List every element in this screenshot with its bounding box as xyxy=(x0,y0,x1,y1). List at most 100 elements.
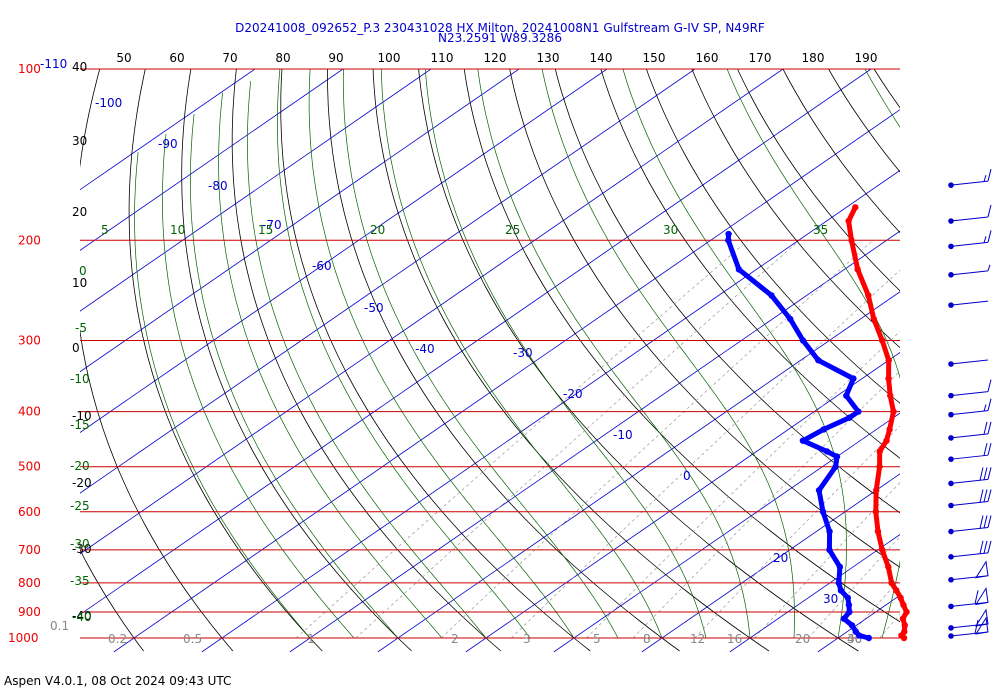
dewpoint-profile-point xyxy=(850,375,857,382)
isotherm-label: 20 xyxy=(773,551,788,565)
theta-label: 110 xyxy=(431,51,454,65)
isotherm-line xyxy=(377,291,900,652)
dewpoint-profile-point xyxy=(848,622,856,629)
wind-barb-feather xyxy=(987,467,992,480)
temperature-profile-point xyxy=(897,594,904,602)
isotherm-line xyxy=(113,109,900,652)
dry-adiabat-line xyxy=(463,69,900,623)
isotherm-label: 0 xyxy=(683,469,691,483)
mixing-ratio-label: 0.5 xyxy=(183,632,202,646)
moist-adiabat-label: 5 xyxy=(101,223,109,237)
isotherm-line xyxy=(80,69,256,191)
wind-barb-shaft xyxy=(950,478,989,484)
wind-barb xyxy=(948,616,989,639)
isotherm-label: -80 xyxy=(208,179,228,193)
wind-barb xyxy=(948,204,992,224)
theta-label: 140 xyxy=(590,51,613,65)
dewpoint-profile-point xyxy=(845,601,853,609)
moist-adiabat-label: 10 xyxy=(170,223,185,237)
mixing-ratio-label: 12 xyxy=(690,632,705,646)
moist-adiabat-line xyxy=(622,69,847,639)
isotherm-line xyxy=(201,169,900,652)
wind-barb-feather xyxy=(983,540,988,554)
wind-barb xyxy=(948,608,989,631)
theta-label: 0 xyxy=(72,341,80,355)
wind-barb-feather xyxy=(983,515,988,529)
mixing-ratio-line xyxy=(938,240,1000,638)
dewpoint-profile-point xyxy=(799,437,807,444)
theta-label: 30 xyxy=(72,134,87,148)
wind-barb-half-feather xyxy=(983,404,987,412)
dewpoint-profile-point xyxy=(837,587,845,594)
moist-adiabat-label: 20 xyxy=(370,223,385,237)
theta-label: 70 xyxy=(222,51,237,65)
dry-adiabat-line xyxy=(128,69,323,652)
wind-barb-feather xyxy=(987,443,992,456)
isotherm-label: -30 xyxy=(513,346,533,360)
pressure-label: 600 xyxy=(18,505,41,519)
theta-label: 50 xyxy=(116,51,131,65)
temperature-profile-point xyxy=(901,622,908,629)
theta-label: 10 xyxy=(72,276,87,290)
wind-barb xyxy=(948,421,992,441)
isotherm-label: -40 xyxy=(415,342,435,356)
mixing-ratio-line xyxy=(981,240,1000,638)
dry-adiabat-line xyxy=(600,69,900,459)
wind-barb-feather xyxy=(987,169,992,182)
grid-lines xyxy=(80,69,1000,652)
wind-barb-shaft xyxy=(950,527,989,533)
dry-adiabat-line xyxy=(828,69,900,173)
wind-barb xyxy=(948,540,992,560)
pressure-label: 300 xyxy=(18,333,41,347)
isotherm-label: -10 xyxy=(613,428,633,442)
wind-barb-half-feather xyxy=(983,236,987,243)
dewpoint-profile-point xyxy=(836,563,844,571)
isotherm-label: -60 xyxy=(312,259,332,273)
isotherm-line xyxy=(80,69,784,555)
mixing-ratio-label: 8 xyxy=(643,632,651,646)
dewpoint-profile-point xyxy=(843,392,850,399)
wind-barb-station xyxy=(948,456,954,462)
temperature-profile-point xyxy=(876,463,883,470)
temperature-profile-point xyxy=(854,266,861,273)
theta-label: -40 xyxy=(72,609,92,623)
moist-adiabat-label: 0 xyxy=(79,264,87,278)
wind-barb xyxy=(948,264,991,278)
dry-adiabat-line xyxy=(873,69,900,109)
theta-label: 60 xyxy=(169,51,184,65)
dewpoint-profile-point xyxy=(815,357,822,364)
moist-adiabat-label: -15 xyxy=(70,418,90,432)
wind-barb-feather xyxy=(983,421,988,435)
mixing-ratio-line xyxy=(295,240,749,639)
theta-label: 20 xyxy=(72,205,87,219)
temperature-profile-point xyxy=(879,337,886,344)
moist-adiabat-label: 30 xyxy=(663,223,678,237)
temperature-profile-point xyxy=(885,375,892,382)
theta-label: -30 xyxy=(72,542,92,556)
wind-barb-feather xyxy=(974,619,979,634)
wind-barb-station xyxy=(948,435,954,441)
theta-label: 180 xyxy=(802,51,825,65)
wind-barb-feather xyxy=(983,443,988,456)
wind-barb xyxy=(948,379,992,399)
wind-barb-shaft xyxy=(950,433,989,439)
dry-adiabat-line xyxy=(691,69,900,349)
theta-label: 170 xyxy=(749,51,772,65)
mixing-ratio-line xyxy=(694,425,900,639)
dewpoint-profile-point xyxy=(865,634,872,642)
wind-barb-feather xyxy=(983,467,988,480)
theta-label: 130 xyxy=(537,51,560,65)
wind-barb-shaft xyxy=(950,300,989,306)
pressure-label: 200 xyxy=(18,233,41,247)
moist-adiabat-label: -25 xyxy=(70,499,90,513)
temperature-profile-point xyxy=(848,237,855,244)
temperature-profile-point xyxy=(890,408,897,415)
isotherm-label: -100 xyxy=(95,96,122,110)
wind-barb-half-feather xyxy=(983,174,987,182)
pressure-label: 500 xyxy=(18,460,41,474)
isotherm-line xyxy=(553,412,900,652)
isotherm-line xyxy=(289,230,900,652)
mixing-ratio-label: 20 xyxy=(795,632,810,646)
moist-adiabat-label: -10 xyxy=(70,372,90,386)
footer-text: Aspen V4.0.1, 08 Oct 2024 09:43 UTC xyxy=(4,674,232,688)
